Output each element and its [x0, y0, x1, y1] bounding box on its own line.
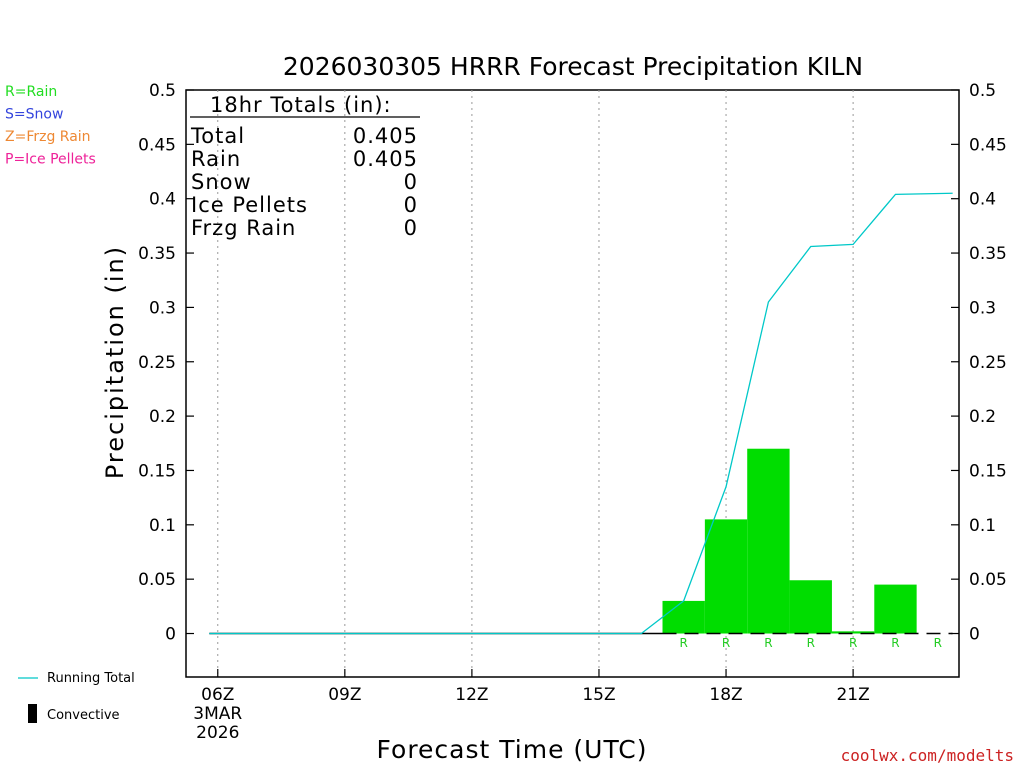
y-tick-label-right: 0.2	[969, 407, 996, 427]
convective-legend-label: Convective	[47, 708, 120, 723]
x-tick-label: 12Z	[455, 685, 488, 705]
y-tick-label-left: 0.3	[149, 298, 176, 318]
x-tick-label: 18Z	[709, 685, 742, 705]
totals-row-label: Ice Pellets	[191, 193, 308, 217]
chart-title: 2026030305 HRRR Forecast Precipitation K…	[283, 52, 863, 81]
totals-row-value: 0	[404, 216, 418, 240]
y-tick-label-left: 0.05	[138, 570, 176, 590]
totals-row-label: Snow	[191, 170, 252, 194]
y-tick-label-right: 0.45	[969, 135, 1007, 155]
precip-bar	[831, 631, 875, 634]
precip-bar	[704, 519, 748, 634]
totals-rows: Total 0.405 Rain 0.405 Snow 0 Ice Pellets 0 Frzg…	[190, 124, 418, 240]
totals-row-label: Frzg Rain	[191, 216, 296, 240]
precip-bar	[662, 600, 705, 634]
totals-row-value: 0	[404, 193, 418, 217]
x-axis-label: Forecast Time (UTC)	[377, 735, 648, 764]
totals-row-label: Total	[190, 124, 245, 148]
y-tick-label-left: 0.4	[149, 190, 176, 210]
x-tick-sublabel-year: 2026	[196, 723, 239, 743]
y-tick-label-left: 0.25	[138, 353, 176, 373]
ptype-marker: R	[807, 636, 815, 650]
y-tick-label-left: 0.15	[138, 461, 176, 481]
x-tick-label: 06Z	[201, 685, 234, 705]
y-tick-label-right: 0.25	[969, 353, 1007, 373]
running-total-legend-label: Running Total	[47, 671, 135, 686]
x-tick-label: 21Z	[836, 685, 869, 705]
running-total-series	[209, 192, 953, 635]
bottom-legend: Running Total Convective	[18, 671, 135, 723]
totals-row-value: 0	[404, 170, 418, 194]
ptype-legend-item: S=Snow	[5, 107, 63, 123]
ptype-marker: R	[722, 636, 730, 650]
hourly-precip-bars	[662, 448, 917, 634]
y-tick-label-left: 0	[165, 625, 176, 645]
y-tick-label-right: 0	[969, 625, 980, 645]
y-tick-label-left: 0.1	[149, 516, 176, 536]
gridlines	[217, 90, 854, 677]
precip-bar	[747, 448, 790, 634]
x-tick-label: 09Z	[328, 685, 361, 705]
credit-text: coolwx.com/modelts	[841, 746, 1014, 765]
ptype-marker: R	[764, 636, 772, 650]
totals-heading: 18hr Totals (in):	[210, 93, 392, 117]
y-tick-label-right: 0.5	[969, 81, 996, 101]
y-tick-label-left: 0.2	[149, 407, 176, 427]
y-tick-label-left: 0.5	[149, 81, 176, 101]
ptype-marker: R	[934, 636, 942, 650]
ptype-legend-item: Z=Frzg Rain	[5, 129, 91, 145]
y-tick-label-right: 0.1	[969, 516, 996, 536]
ptype-legend: R=Rain S=Snow Z=Frzg Rain P=Ice Pellets	[5, 84, 96, 168]
convective-legend-swatch	[28, 704, 37, 723]
running-total-line	[209, 192, 953, 635]
y-tick-label-right: 0.05	[969, 570, 1007, 590]
totals-row-value: 0.405	[353, 147, 418, 171]
ptype-legend-item: P=Ice Pellets	[5, 152, 96, 168]
totals-row-label: Rain	[191, 147, 241, 171]
y-tick-label-left: 0.45	[138, 135, 176, 155]
y-tick-label-right: 0.3	[969, 298, 996, 318]
plot-frame	[185, 89, 960, 678]
ptype-marker: R	[680, 636, 688, 650]
ptype-marker: R	[891, 636, 899, 650]
y-tick-label-right: 0.4	[969, 190, 996, 210]
ptype-marker: R	[849, 636, 857, 650]
totals-box: 18hr Totals (in): Total 0.405 Rain 0.405 Sno…	[190, 93, 420, 240]
x-tick-sublabel-date: 3MAR	[193, 704, 242, 724]
precip-bar	[789, 580, 832, 634]
y-tick-label-right: 0.15	[969, 461, 1007, 481]
x-tick-label: 15Z	[582, 685, 615, 705]
y-axis-label: Precipitation (in)	[101, 245, 129, 479]
y-tick-label-right: 0.35	[969, 244, 1007, 264]
ptype-legend-item: R=Rain	[5, 84, 57, 100]
precip-bar	[874, 584, 917, 634]
totals-row-value: 0.405	[353, 124, 418, 148]
y-tick-label-left: 0.35	[138, 244, 176, 264]
